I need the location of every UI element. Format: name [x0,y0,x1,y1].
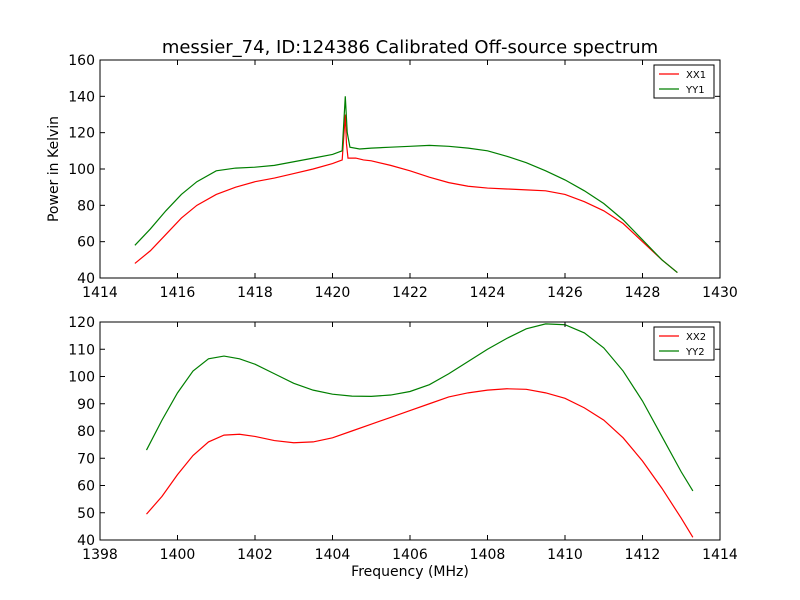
y-tick-label: 110 [68,342,95,358]
legend-label-xx1: XX1 [686,70,706,81]
y-tick-label: 140 [68,89,95,105]
y-tick-label: 40 [77,271,95,287]
y-axis-label: Power in Kelvin [46,116,62,222]
y-tick-label: 70 [77,451,95,467]
y-tick-label: 60 [77,479,95,495]
series-line-yy1 [134,96,678,274]
x-tick-label: 1400 [160,547,196,563]
x-tick-label: 1428 [625,285,661,301]
chart-title: messier_74, ID:124386 Calibrated Off-sou… [162,37,658,58]
x-tick-label: 1420 [315,285,351,301]
x-tick-label: 1418 [237,285,273,301]
subplot-1: 1414 1416 1418 1420 1422 1424 1426 1428 1430 40 60… [46,53,738,301]
x-tick-label: 1414 [82,285,118,301]
plots: 1414 1416 1418 1420 1422 1424 1426 1428 1430 40 60… [46,53,738,580]
x-tick-label: 1416 [160,285,196,301]
y-tick-label: 120 [68,126,95,142]
x-axis-label: Frequency (MHz) [351,564,469,580]
y-tick-label: 160 [68,53,95,69]
legend-label-yy1: YY1 [685,85,705,96]
subplot-2: 1398 1400 1402 1404 1406 1408 1410 1412 1414 40 50… [68,315,738,580]
y-tick-label: 80 [77,198,95,214]
x-tick-label: 1424 [470,285,506,301]
series-line-xx1 [134,114,678,274]
y-tick-label: 90 [77,397,95,413]
x-tick-label: 1430 [702,285,738,301]
x-tick-label: 1402 [237,547,273,563]
y-tick-label: 80 [77,424,95,440]
x-tick-label: 1412 [625,547,661,563]
x-tick-label: 1404 [315,547,351,563]
series-line-yy2 [145,323,694,492]
legend-box [653,326,715,361]
x-tick-label: 1414 [702,547,738,563]
y-tick-label: 100 [68,370,95,386]
y-tick-label: 60 [77,235,95,251]
y-tick-label: 100 [68,162,95,178]
legend-label-xx2: XX2 [686,332,706,343]
x-tick-label: 1406 [392,547,428,563]
y-tick-label: 40 [77,533,95,549]
y-tick-label: 120 [68,315,95,331]
x-tick-label: 1398 [82,547,118,563]
x-tick-label: 1426 [547,285,583,301]
x-tick-label: 1408 [470,547,506,563]
legend-label-yy2: YY2 [685,347,705,358]
y-tick-label: 50 [77,506,95,522]
x-tick-label: 1410 [547,547,583,563]
legend-box [653,64,715,99]
x-tick-label: 1422 [392,285,428,301]
series-line-xx2 [146,388,694,538]
